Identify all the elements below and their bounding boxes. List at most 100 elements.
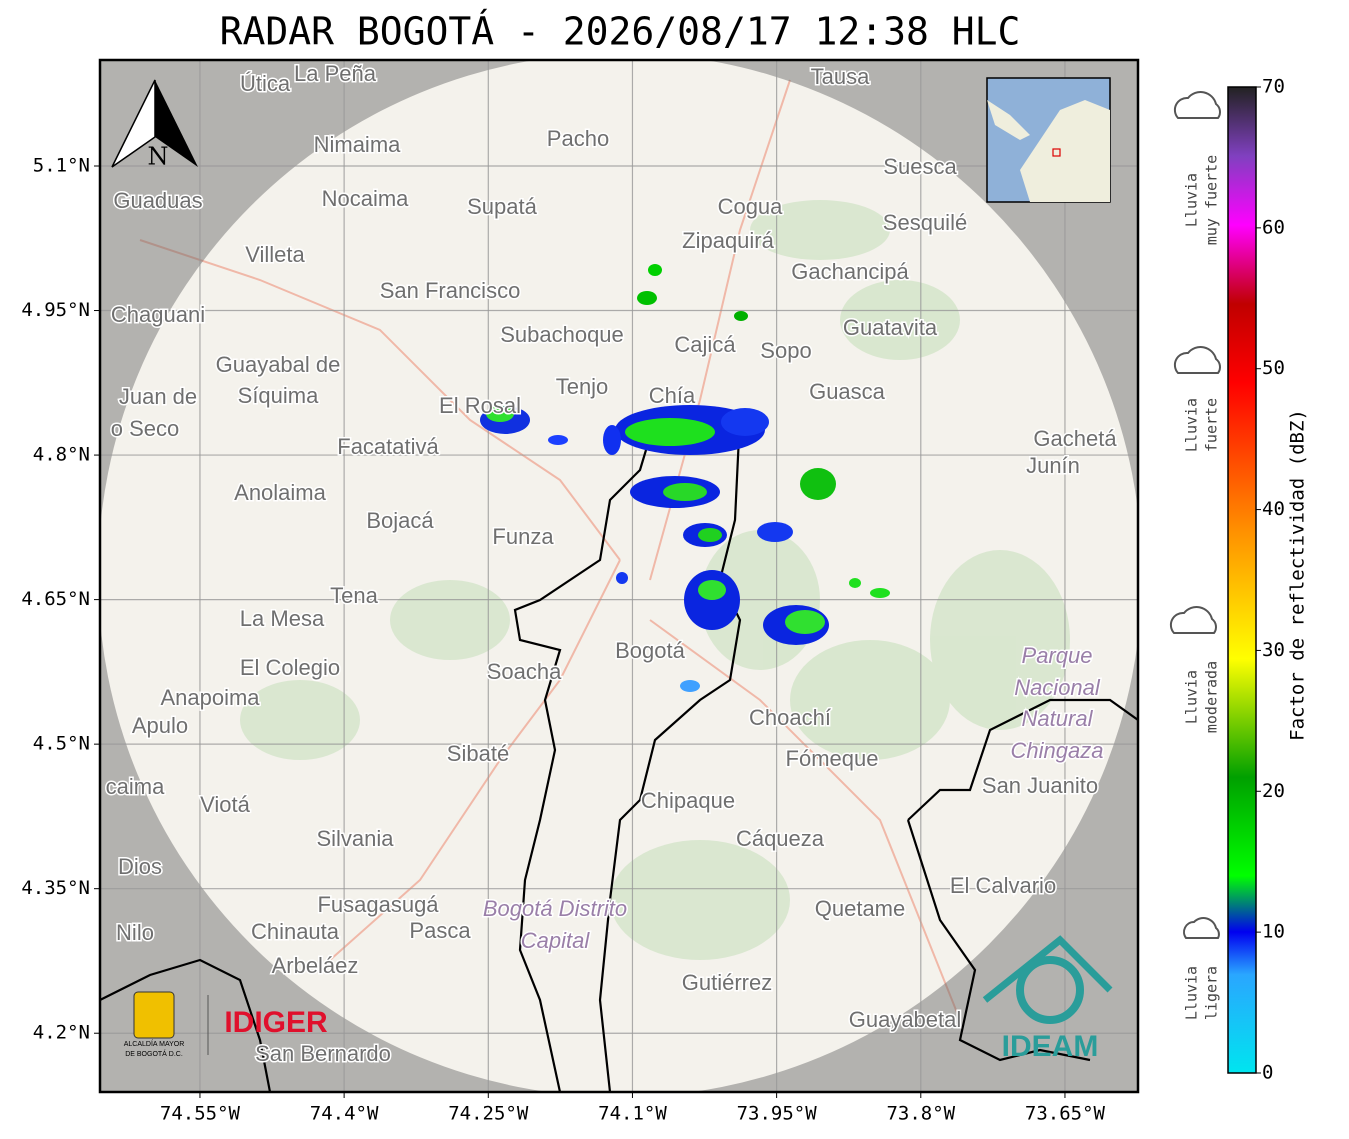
rain-category: muy fuerte [1203, 155, 1221, 245]
roads [139, 79, 961, 1021]
place-label: Gachancipá [791, 259, 909, 284]
colorbar-tick-label: 70 [1262, 76, 1285, 98]
logo-text: IDEAM [1002, 1030, 1099, 1063]
place-label: San Juanito [982, 773, 1098, 798]
place-label: Chinauta [251, 919, 340, 944]
place-label: Nacional [1014, 675, 1101, 700]
place-label: La Peña [294, 61, 377, 86]
north-arrow: N [111, 79, 198, 171]
colorbar-tick-label: 10 [1262, 921, 1285, 943]
colorbar-tick-label: 60 [1262, 216, 1285, 238]
place-label: Bojacá [366, 508, 434, 533]
lat-tick-label: 4.2°N [33, 1022, 90, 1044]
lat-tick-label: 4.95°N [21, 299, 90, 321]
place-label: Supatá [467, 194, 537, 219]
north-label: N [148, 143, 169, 171]
place-label: El Rosal [439, 393, 521, 418]
place-label: Fómeque [786, 746, 879, 771]
lat-tick-label: 5.1°N [33, 154, 90, 176]
place-label: Funza [492, 524, 554, 549]
place-label: caima [106, 774, 165, 799]
lon-tick-label: 73.8°W [886, 1103, 955, 1125]
map: Útica La Peña Tausa Pacho Nimaima Suesca Guadu… [100, 60, 1138, 1092]
lon-tick-label: 74.55°W [160, 1103, 241, 1125]
lon-tick-label: 73.95°W [737, 1103, 818, 1125]
colorbar-tick-label: 0 [1262, 1062, 1273, 1084]
place-label: Tena [330, 583, 378, 608]
place-label: Guayabal de [216, 352, 341, 377]
logo-text: DE BOGOTÁ D.C. [125, 1049, 183, 1058]
colorbar-label: Factor de reflectividad (dBZ) [1287, 409, 1309, 741]
place-label: Nilo [116, 920, 154, 945]
place-label: Guaduas [113, 188, 202, 213]
place-label: Pacho [547, 126, 609, 151]
place-label: Chía [649, 383, 696, 408]
rain-category: Lluvia [1183, 670, 1201, 724]
place-label: La Mesa [240, 606, 325, 631]
place-label: Cáqueza [736, 826, 825, 851]
place-label: Parque [1022, 643, 1093, 668]
place-label: San Francisco [380, 278, 521, 303]
place-label: Chipaque [641, 788, 735, 813]
axes: 5.1°N 4.95°N 4.8°N 4.65°N 4.5°N 4.35°N 4.2°N 74… [21, 154, 1105, 1124]
logos: ALCALDÍA MAYOR DE BOGOTÁ D.C. IDIGER IDE… [124, 935, 1113, 1063]
rain-category: fuerte [1203, 398, 1221, 452]
lat-tick-label: 4.5°N [33, 733, 90, 755]
lat-tick-label: 4.8°N [33, 444, 90, 466]
rain-category: ligera [1203, 966, 1221, 1020]
place-label: San Bernardo [255, 1041, 391, 1066]
place-label: Tausa [811, 64, 870, 89]
place-label: Soacha [487, 659, 562, 684]
place-label: Gutiérrez [682, 970, 772, 995]
title: RADAR BOGOTÁ - 2026/08/17 12:38 HLC [220, 10, 1021, 54]
place-label: El Calvario [950, 873, 1056, 898]
rain-category: Lluvia [1183, 966, 1201, 1020]
place-label: Tenjo [556, 374, 609, 399]
place-label: Choachí [749, 705, 831, 730]
place-label: Viotá [200, 792, 251, 817]
place-label: Facatativá [337, 434, 439, 459]
place-label: Bogotá Distrito [483, 896, 627, 921]
place-label: Chaguani [111, 302, 205, 327]
radar-echoes [480, 264, 890, 692]
place-label: Natural [1022, 706, 1094, 731]
place-label: Arbeláez [272, 953, 359, 978]
place-label: Zipaquirá [682, 228, 774, 253]
place-label: Silvania [316, 826, 394, 851]
place-label: Capital [521, 928, 591, 953]
place-label: Guatavita [843, 315, 938, 340]
place-label: Anolaima [234, 480, 326, 505]
rain-icons [1169, 91, 1221, 939]
place-label: Dios [118, 854, 162, 879]
colorbar-ticks: 0 10 20 30 40 50 60 70 [1256, 76, 1285, 1084]
place-label: Sopo [760, 338, 811, 363]
place-label: Sesquilé [883, 210, 967, 235]
place-label: Subachoque [500, 322, 624, 347]
place-label: Apulo [132, 713, 188, 738]
place-label: Gachetá [1033, 426, 1117, 451]
place-label: Villeta [245, 242, 305, 267]
place-label: Pasca [409, 918, 471, 943]
place-label: Guasca [809, 379, 886, 404]
place-label: Nocaima [322, 186, 410, 211]
colorbar-tick-label: 50 [1262, 357, 1285, 379]
place-label: Fusagasugá [317, 892, 439, 917]
place-label: Cajicá [674, 332, 736, 357]
place-label: Cogua [718, 194, 784, 219]
colorbar-tick-label: 20 [1262, 780, 1285, 802]
logo-text: ALCALDÍA MAYOR [124, 1039, 185, 1048]
rain-category: Lluvia [1183, 398, 1201, 452]
lat-tick-label: 4.35°N [21, 877, 90, 899]
inset-map [986, 77, 1111, 203]
colorbar [1227, 86, 1257, 1074]
lon-tick-label: 74.4°W [310, 1103, 379, 1125]
lon-tick-label: 73.65°W [1025, 1103, 1106, 1125]
place-label: Sibaté [447, 741, 509, 766]
graticule [100, 60, 1138, 1092]
place-label: Anapoima [160, 685, 260, 710]
colorbar-tick-label: 30 [1262, 639, 1285, 661]
place-label: Suesca [883, 154, 957, 179]
rain-category: Lluvia [1183, 173, 1201, 227]
